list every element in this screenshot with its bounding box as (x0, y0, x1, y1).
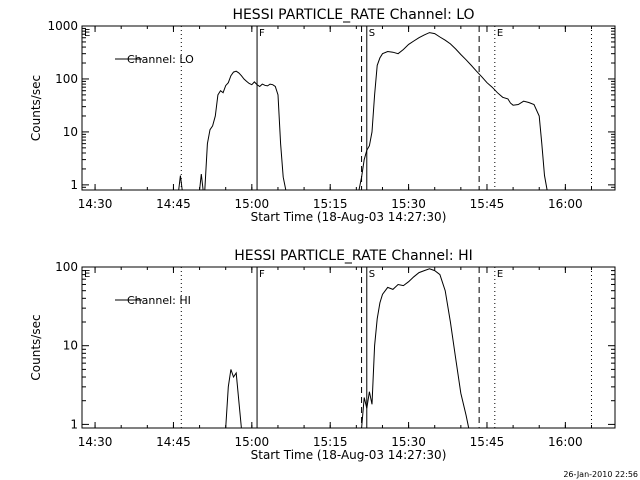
event-marker-label: E (497, 28, 503, 39)
y-tick-label: 1 (70, 417, 78, 431)
series-line (358, 32, 548, 191)
legend-label: Channel: HI (127, 294, 191, 307)
event-marker-label: S (369, 269, 375, 280)
event-marker-label: E (497, 269, 503, 280)
x-axis-label: Start Time (18-Aug-03 14:27:30) (251, 448, 447, 462)
x-tick-label: 15:30 (391, 435, 426, 449)
x-tick-label: 16:00 (548, 435, 583, 449)
series-line (199, 174, 204, 191)
y-tick-label: 10 (63, 125, 78, 139)
x-tick-label: 15:00 (235, 435, 270, 449)
x-tick-label: 15:45 (470, 435, 505, 449)
event-marker-label: S (369, 28, 375, 39)
x-tick-label: 15:45 (470, 197, 505, 211)
x-tick-label: 15:00 (235, 197, 270, 211)
x-tick-label: 15:15 (313, 197, 348, 211)
y-axis-label: Counts/sec (29, 314, 43, 380)
y-tick-label: 1000 (47, 19, 78, 33)
chart-title: HESSI PARTICLE_RATE Channel: HI (234, 248, 472, 264)
x-tick-label: 14:45 (156, 197, 191, 211)
legend-label: Channel: LO (127, 53, 194, 66)
x-tick-label: 14:45 (156, 435, 191, 449)
series-line (204, 70, 287, 191)
x-tick-label: 15:15 (313, 435, 348, 449)
chart-title: HESSI PARTICLE_RATE Channel: LO (232, 7, 474, 23)
y-tick-label: 100 (55, 72, 78, 86)
event-marker-label: E (84, 269, 90, 280)
event-marker-label: F (259, 269, 265, 280)
y-axis-label: Counts/sec (29, 75, 43, 141)
x-tick-label: 16:00 (548, 197, 583, 211)
series-line (361, 268, 470, 429)
event-marker-label: F (259, 28, 265, 39)
plot-frame (81, 25, 616, 191)
y-tick-label: 100 (55, 260, 78, 274)
series-line (178, 175, 183, 191)
chart-panel-lo: HESSI PARTICLE_RATE Channel: LO 14:30 14:4… (29, 7, 616, 224)
y-tick-label: 10 (63, 339, 78, 353)
x-tick-label: 14:30 (78, 197, 113, 211)
event-marker-label: E (84, 28, 90, 39)
x-tick-label: 14:30 (78, 435, 113, 449)
footer-timestamp: 26-Jan-2010 22:56 (563, 470, 638, 479)
x-tick-label: 15:30 (391, 197, 426, 211)
x-axis-label: Start Time (18-Aug-03 14:27:30) (251, 210, 447, 224)
chart-panel-hi: HESSI PARTICLE_RATE Channel: HI 14:30 14:4… (29, 248, 616, 462)
plot-frame (81, 266, 616, 429)
series-line (225, 369, 242, 429)
y-tick-label: 1 (70, 178, 78, 192)
